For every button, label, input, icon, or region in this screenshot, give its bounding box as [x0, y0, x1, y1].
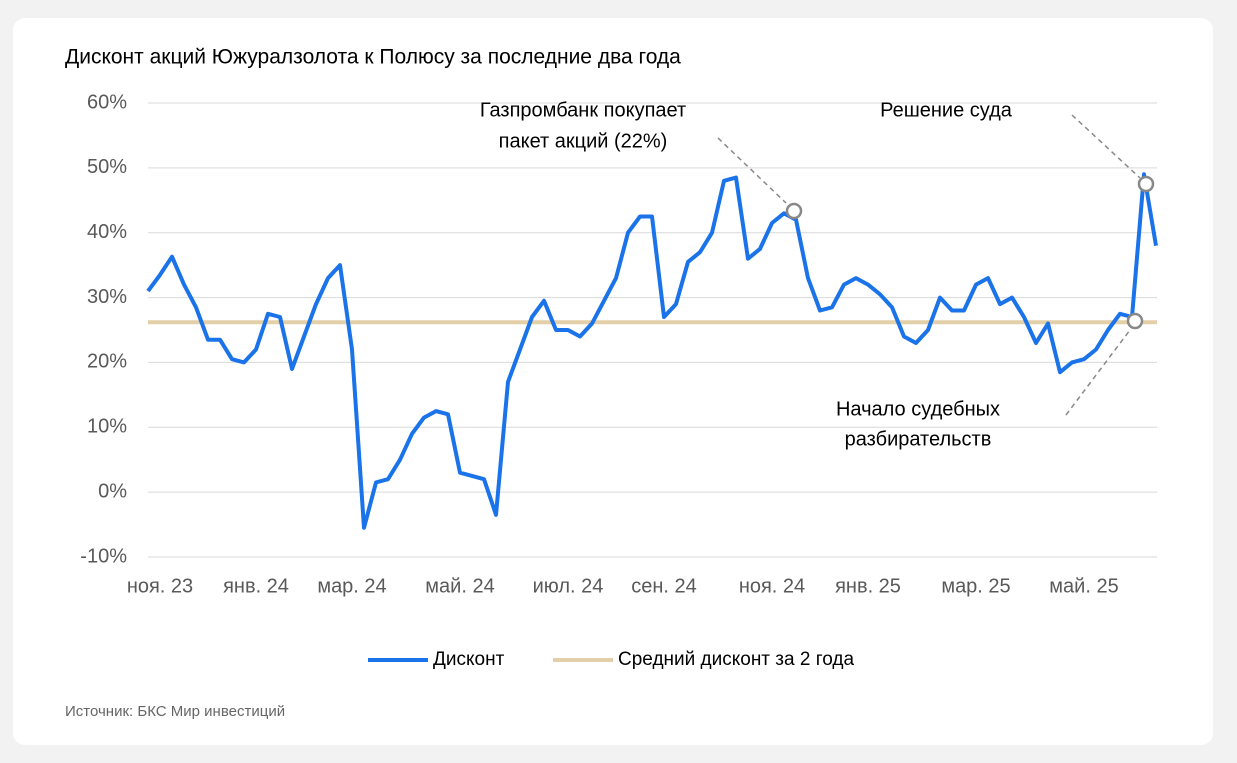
chart-title: Дисконт акций Южуралзолота к Полюсу за п… [65, 46, 681, 69]
x-tick-label: июл. 24 [533, 575, 604, 597]
x-tick-label: янв. 25 [835, 575, 901, 597]
x-tick-label: ноя. 24 [739, 575, 805, 597]
annotation: пакет акций (22%) [499, 130, 668, 152]
annotation-marker [785, 202, 803, 220]
annotation: разбирательств [845, 428, 992, 450]
annotation-marker [1126, 312, 1144, 330]
annotation-marker [1137, 175, 1155, 193]
y-tick-label: 10% [87, 416, 127, 438]
x-tick-label: мар. 25 [941, 575, 1010, 597]
x-tick-label: янв. 24 [223, 575, 289, 597]
card [13, 18, 1213, 745]
x-tick-label: сен. 24 [631, 575, 697, 597]
x-tick-label: май. 25 [1049, 575, 1118, 597]
y-tick-label: -10% [80, 545, 127, 567]
y-tick-label: 50% [87, 156, 127, 178]
x-tick-label: май. 24 [425, 575, 494, 597]
legend-label: Дисконт [433, 649, 505, 670]
y-tick-label: 40% [87, 221, 127, 243]
legend-label: Средний дисконт за 2 года [618, 649, 854, 670]
y-tick-label: 60% [87, 91, 127, 113]
leader-line [1071, 114, 1141, 179]
y-tick-label: 20% [87, 351, 127, 373]
y-tick-label: 30% [87, 286, 127, 308]
line [146, 172, 1158, 530]
annotation: Газпромбанк покупает [480, 99, 686, 121]
x-tick-label: ноя. 23 [127, 575, 193, 597]
x-tick-label: мар. 24 [317, 575, 386, 597]
y-tick-label: 0% [98, 480, 127, 502]
annotation: Начало судебных [836, 398, 1000, 420]
annotation: Решение суда [880, 99, 1013, 121]
source: Источник: БКС Мир инвестиций [65, 703, 285, 720]
leader-line [717, 137, 787, 204]
